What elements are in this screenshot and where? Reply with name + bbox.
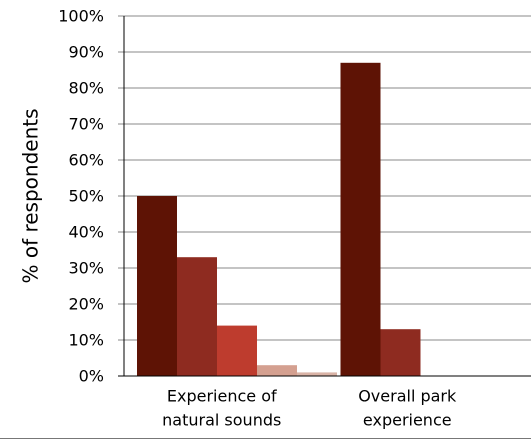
y-tick-label: 0%: [79, 367, 104, 386]
bar: [217, 325, 257, 376]
y-tick-label: 10%: [68, 331, 104, 350]
bar: [137, 196, 177, 376]
x-category-labels: Experience of natural sounds Overall park e…: [162, 387, 457, 430]
bar: [257, 365, 297, 376]
x-category-label: natural sounds: [162, 411, 281, 430]
y-tick-label: 20%: [68, 295, 104, 314]
bar: [340, 62, 381, 377]
bars: [137, 62, 421, 377]
y-tick-label: 60%: [68, 151, 104, 170]
y-tick-label: 90%: [68, 43, 104, 62]
y-axis-label: % of respondents: [19, 108, 43, 283]
x-category-label: experience: [363, 411, 452, 430]
y-tick-label: 30%: [68, 259, 104, 278]
y-tick-labels: 0% 10% 20% 30% 40% 50% 60% 70% 80% 90% 100%: [58, 7, 104, 386]
y-tick-label: 100%: [58, 7, 104, 26]
y-tick-label: 40%: [68, 223, 104, 242]
bar: [380, 329, 421, 376]
y-tick-label: 70%: [68, 115, 104, 134]
axes: [118, 16, 531, 377]
x-category-label: Overall park: [358, 387, 457, 406]
y-tick-label: 80%: [68, 79, 104, 98]
bar: [297, 372, 337, 376]
y-tick-label: 50%: [68, 187, 104, 206]
bar: [177, 257, 217, 376]
x-category-label: Experience of: [167, 387, 277, 406]
